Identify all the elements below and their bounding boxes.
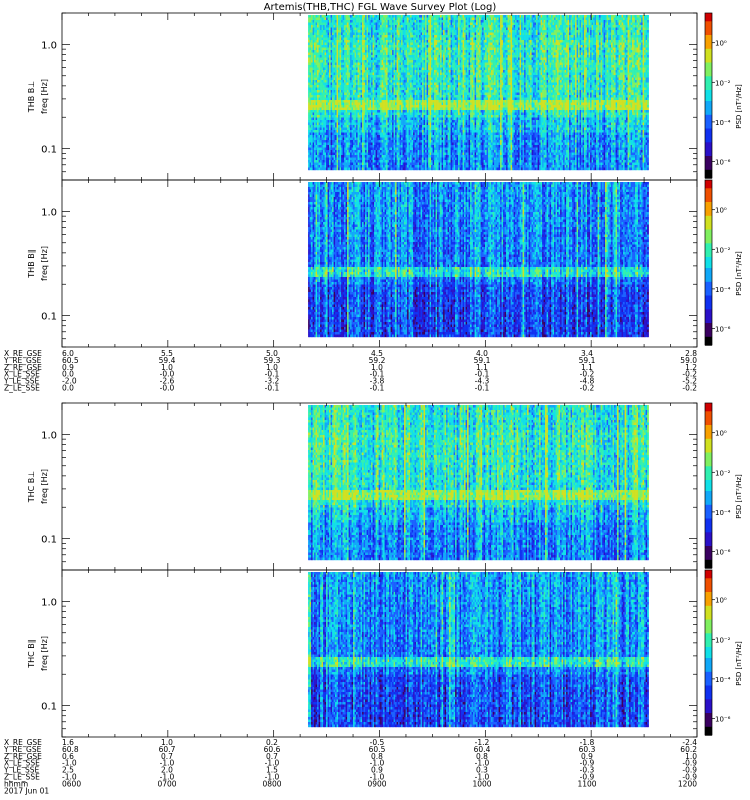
ephemeris-value: 1200 (678, 779, 697, 788)
ephemeris-value: -0.2 (682, 384, 697, 393)
y-tick-label: 1.0 (41, 40, 57, 51)
ephemeris-value: 0700 (157, 779, 176, 788)
ephemeris-row-label: Z_LE_SSE (4, 384, 40, 393)
panel-label: THC B∥ (27, 639, 36, 669)
colorbar-tick-label: 10⁻⁶ (715, 326, 731, 334)
y-tick-label: 0.1 (41, 145, 57, 156)
ephemeris-value: 0800 (262, 779, 281, 788)
y-tick-label: 1.0 (41, 597, 57, 608)
ephemeris-value: 1000 (472, 779, 491, 788)
y-tick-label: 0.1 (41, 535, 57, 546)
ephemeris-value: -0.2 (580, 384, 595, 393)
colorbar-tick-label: 10⁻⁴ (715, 119, 731, 127)
spectrogram-panel-4: 1.0 0.1 THC B∥ freq [Hz] 10⁰ 10⁻² 10⁻⁴ 10⁻⁶ PSD … (27, 570, 743, 737)
ephemeris-value: 0600 (62, 779, 81, 788)
spectrogram-panel-3: 1.0 0.1 THC B⊥ freq [Hz] 10⁰ 10⁻² 10⁻⁴ 10⁻⁶ PSD … (27, 403, 743, 570)
colorbar-tick-label: 10⁰ (715, 40, 727, 48)
spectrogram-panels: 1.0 0.1 THB B⊥ freq [Hz] 10⁰ 10⁻² 10⁻⁴ 10⁻⁶ PSD … (27, 13, 743, 737)
ephemeris-value: 0900 (367, 779, 386, 788)
ephemeris-value: -0.0 (160, 384, 175, 393)
colorbar-tick-label: 10⁻⁴ (715, 286, 731, 294)
spectrogram-image (308, 15, 649, 170)
panel-label: THB B⊥ (27, 81, 36, 113)
y-tick-label: 1.0 (41, 430, 57, 441)
colorbar: 10⁰ 10⁻² 10⁻⁴ 10⁻⁶ PSD [nT²/Hz] (705, 570, 743, 736)
thb-ephemeris-table: X_RE_GSEY_RE_GSEZ_RE_GSEX_LE_SSEY_LE_SSE… (3, 349, 697, 393)
ephemeris-row-label: 2017 Jun 01 (4, 786, 49, 795)
colorbar-tick-label: 10⁻⁴ (715, 676, 731, 684)
spectrogram-panel-2: 1.0 0.1 THB B∥ freq [Hz] 10⁰ 10⁻² 10⁻⁴ 10⁻⁶ PSD … (27, 180, 743, 347)
spectrogram-image (308, 572, 649, 727)
colorbar-tick-label: 10⁻⁶ (715, 549, 731, 557)
colorbar-tick-label: 10⁻² (715, 636, 731, 644)
y-axis-label: freq [Hz] (40, 636, 49, 671)
y-axis-label: freq [Hz] (40, 246, 49, 281)
ephemeris-value: -0.1 (370, 384, 385, 393)
spectrogram-image (308, 405, 649, 560)
y-tick-label: 0.1 (41, 312, 57, 323)
colorbar-tick-label: 10⁻⁴ (715, 509, 731, 517)
colorbar-tick-label: 10⁻⁶ (715, 159, 731, 167)
panel-label: THC B⊥ (27, 471, 36, 504)
colorbar: 10⁰ 10⁻² 10⁻⁴ 10⁻⁶ PSD [nT²/Hz] (705, 403, 743, 569)
colorbar-tick-label: 10⁻² (715, 79, 731, 87)
colorbar-tick-label: 10⁰ (715, 430, 727, 438)
spectrogram-image (308, 182, 649, 337)
figure-title: Artemis(THB,THC) FGL Wave Survey Plot (L… (264, 2, 497, 13)
y-axis-label: freq [Hz] (40, 79, 49, 114)
ephemeris-value: 1100 (577, 779, 596, 788)
colorbar-tick-label: 10⁻² (715, 469, 731, 477)
colorbar: 10⁰ 10⁻² 10⁻⁴ 10⁻⁶ PSD [nT²/Hz] (705, 13, 743, 179)
ephemeris-value: -0.1 (265, 384, 280, 393)
spectrogram-panel-1: 1.0 0.1 THB B⊥ freq [Hz] 10⁰ 10⁻² 10⁻⁴ 10⁻⁶ PSD … (27, 13, 743, 180)
colorbar: 10⁰ 10⁻² 10⁻⁴ 10⁻⁶ PSD [nT²/Hz] (705, 180, 743, 346)
ephemeris-value: 0.0 (62, 384, 74, 393)
y-tick-label: 0.1 (41, 702, 57, 713)
colorbar-tick-label: 10⁰ (715, 207, 727, 215)
colorbar-tick-label: 10⁻² (715, 246, 731, 254)
colorbar-label: PSD [nT²/Hz] (735, 474, 743, 519)
panel-label: THB B∥ (27, 249, 36, 278)
y-axis-label: freq [Hz] (40, 469, 49, 504)
y-tick-label: 1.0 (41, 207, 57, 218)
colorbar-label: PSD [nT²/Hz] (735, 641, 743, 686)
colorbar-label: PSD [nT²/Hz] (735, 251, 743, 296)
ephemeris-value: -0.1 (475, 384, 490, 393)
thc-ephemeris-table: X_RE_GSEY_RE_GSEZ_RE_GSEX_LE_SSEY_LE_SSE… (3, 738, 697, 795)
colorbar-tick-label: 10⁰ (715, 597, 727, 605)
colorbar-label: PSD [nT²/Hz] (735, 84, 743, 129)
colorbar-tick-label: 10⁻⁶ (715, 716, 731, 724)
